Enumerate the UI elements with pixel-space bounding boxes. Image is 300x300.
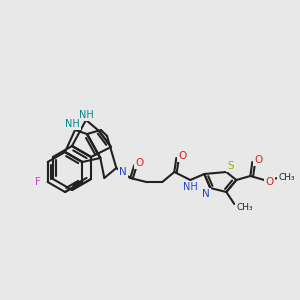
Text: N: N [202, 189, 210, 199]
Text: CH₃: CH₃ [236, 202, 253, 211]
Text: NH: NH [183, 182, 198, 192]
Text: O: O [135, 158, 143, 168]
Text: NH: NH [79, 110, 93, 120]
Text: O: O [178, 151, 186, 161]
Text: O: O [254, 155, 262, 165]
Text: CH₃: CH₃ [278, 173, 295, 182]
Text: NH: NH [64, 119, 80, 129]
Text: O: O [265, 177, 273, 187]
Text: N: N [119, 167, 127, 177]
Text: F: F [35, 177, 41, 187]
Text: S: S [227, 161, 234, 171]
